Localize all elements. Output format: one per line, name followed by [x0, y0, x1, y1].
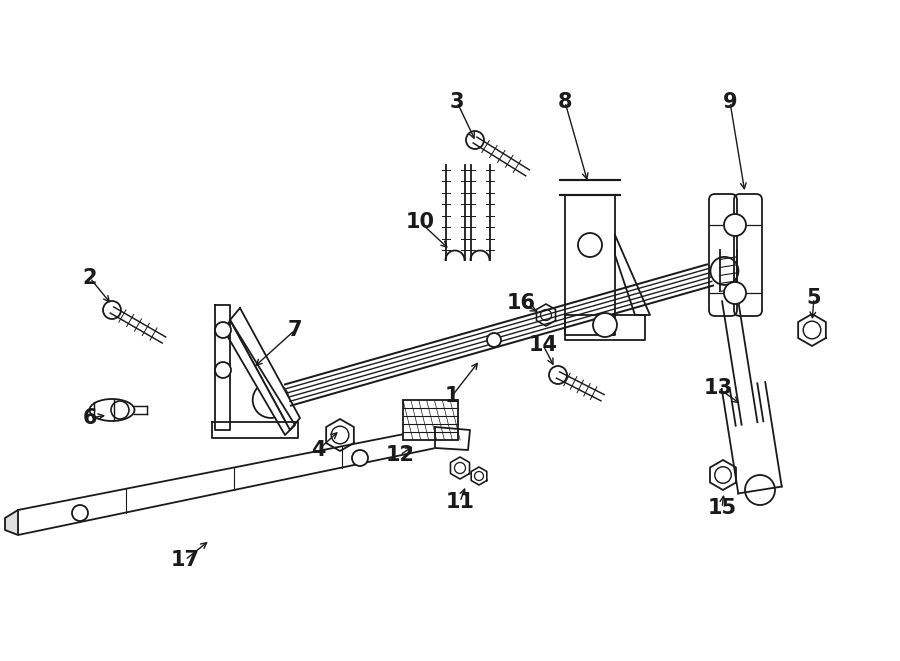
- Text: 2: 2: [83, 268, 97, 288]
- Text: 17: 17: [170, 550, 200, 570]
- Text: 6: 6: [83, 408, 97, 428]
- Circle shape: [72, 505, 88, 521]
- Text: 16: 16: [507, 293, 536, 313]
- Polygon shape: [215, 305, 230, 430]
- Text: 9: 9: [723, 92, 737, 112]
- Text: 1: 1: [445, 386, 459, 406]
- Polygon shape: [5, 510, 18, 535]
- Circle shape: [352, 450, 368, 466]
- Circle shape: [593, 313, 617, 337]
- Polygon shape: [18, 425, 450, 535]
- Circle shape: [724, 214, 746, 236]
- Text: 5: 5: [806, 288, 822, 308]
- Polygon shape: [435, 427, 470, 450]
- Circle shape: [578, 233, 602, 257]
- Polygon shape: [225, 320, 295, 435]
- Circle shape: [487, 333, 501, 347]
- Text: 14: 14: [528, 335, 557, 355]
- Text: 11: 11: [446, 492, 474, 512]
- Polygon shape: [230, 308, 300, 430]
- Text: 8: 8: [558, 92, 572, 112]
- Circle shape: [215, 362, 231, 378]
- Text: 7: 7: [288, 320, 302, 340]
- Text: 13: 13: [704, 378, 733, 398]
- Polygon shape: [615, 235, 650, 315]
- Polygon shape: [212, 422, 298, 438]
- Text: 4: 4: [310, 440, 325, 460]
- Circle shape: [215, 322, 231, 338]
- Text: 15: 15: [707, 498, 736, 518]
- Polygon shape: [565, 315, 645, 340]
- Text: 12: 12: [385, 445, 415, 465]
- Text: 3: 3: [450, 92, 464, 112]
- Text: 10: 10: [406, 212, 435, 232]
- FancyBboxPatch shape: [403, 400, 458, 440]
- Circle shape: [724, 282, 746, 304]
- Polygon shape: [565, 195, 615, 335]
